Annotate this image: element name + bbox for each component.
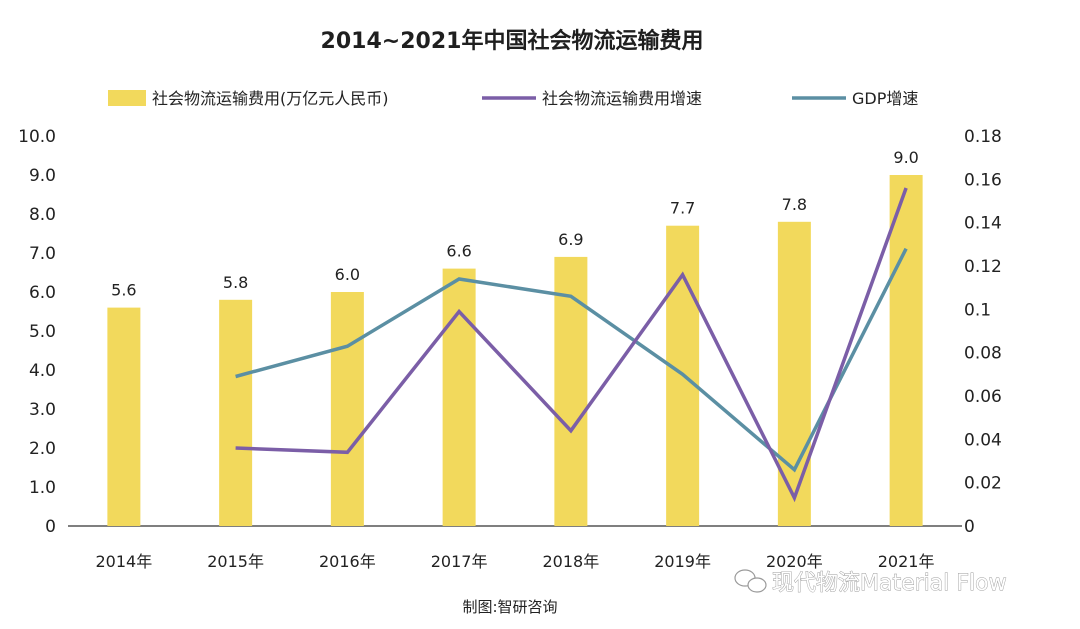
legend-label-gdp-growth: GDP增速 — [852, 89, 918, 108]
y-right-tick-label: 0 — [964, 517, 975, 537]
y-left-tick-label: 6.0 — [29, 283, 56, 303]
x-axis: 2014年 2015年 2016年 2017年 2018年 2019年 2020年 2021年 — [96, 552, 935, 571]
watermark: 现代物流Material Flow — [734, 569, 1007, 596]
legend-label-cost: 社会物流运输费用(万亿元人民币) — [152, 89, 389, 108]
wechat-icon — [734, 569, 767, 593]
y-axis-right: 0 0.02 0.04 0.06 0.08 0.1 0.12 0.14 0.16 0.18 — [964, 127, 1002, 537]
y-right-tick-label: 0.02 — [964, 474, 1002, 494]
x-tick-label: 2014年 — [96, 552, 153, 571]
y-left-tick-label: 2.0 — [29, 439, 56, 459]
y-right-tick-label: 0.04 — [964, 430, 1002, 450]
bar — [330, 292, 364, 526]
bar-series — [107, 175, 923, 527]
x-tick-label: 2020年 — [766, 552, 823, 571]
x-tick-label: 2017年 — [431, 552, 488, 571]
y-right-tick-label: 0.18 — [964, 127, 1002, 147]
y-right-tick-label: 0.12 — [964, 257, 1002, 277]
series-line — [235, 247, 908, 473]
y-left-tick-label: 10.0 — [18, 127, 56, 147]
watermark-text: 现代物流Material Flow — [772, 571, 1007, 596]
legend-swatch-cost — [108, 90, 146, 106]
bar-data-label: 5.6 — [111, 281, 136, 300]
bar — [107, 307, 141, 526]
y-left-tick-label: 7.0 — [29, 244, 56, 264]
bar-data-label: 7.8 — [782, 195, 807, 214]
bar-data-label: 6.9 — [558, 230, 583, 249]
x-tick-label: 2018年 — [543, 552, 600, 571]
series-line — [235, 187, 908, 503]
y-left-tick-label: 0 — [45, 517, 56, 537]
bar — [777, 221, 811, 527]
y-right-tick-label: 0.08 — [964, 344, 1002, 364]
bar-data-label: 5.8 — [223, 273, 248, 292]
y-right-tick-label: 0.16 — [964, 170, 1002, 190]
y-left-tick-label: 1.0 — [29, 478, 56, 498]
x-tick-label: 2015年 — [207, 552, 264, 571]
bar-data-labels: 5.6 5.8 6.0 6.6 6.9 7.7 7.8 9.0 — [111, 148, 919, 300]
y-right-tick-label: 0.06 — [964, 387, 1002, 407]
bar-data-label: 6.0 — [335, 265, 360, 284]
source-credit: 制图:智研咨询 — [462, 598, 557, 616]
bar — [554, 256, 588, 526]
chart-title: 2014~2021年中国社会物流运输费用 — [321, 28, 704, 54]
legend-label-cost-growth: 社会物流运输费用增速 — [542, 89, 702, 108]
bar-data-label: 9.0 — [893, 148, 918, 167]
y-left-tick-label: 9.0 — [29, 166, 56, 186]
y-left-tick-label: 3.0 — [29, 400, 56, 420]
y-axis-left: 0 1.0 2.0 3.0 4.0 5.0 6.0 7.0 8.0 9.0 10.0 — [18, 127, 56, 537]
x-tick-label: 2021年 — [878, 552, 935, 571]
bar — [889, 175, 923, 526]
x-tick-label: 2019年 — [654, 552, 711, 571]
bar — [442, 268, 476, 526]
y-right-tick-label: 0.1 — [964, 300, 991, 320]
line-series — [235, 187, 908, 503]
y-left-tick-label: 4.0 — [29, 361, 56, 381]
bar-data-label: 6.6 — [446, 242, 471, 261]
x-tick-label: 2016年 — [319, 552, 376, 571]
y-right-tick-label: 0.14 — [964, 214, 1002, 234]
bar-data-label: 7.7 — [670, 199, 695, 218]
legend: 社会物流运输费用(万亿元人民币) 社会物流运输费用增速 GDP增速 — [108, 89, 918, 108]
y-left-tick-label: 8.0 — [29, 205, 56, 225]
y-left-tick-label: 5.0 — [29, 322, 56, 342]
bar — [219, 299, 253, 526]
